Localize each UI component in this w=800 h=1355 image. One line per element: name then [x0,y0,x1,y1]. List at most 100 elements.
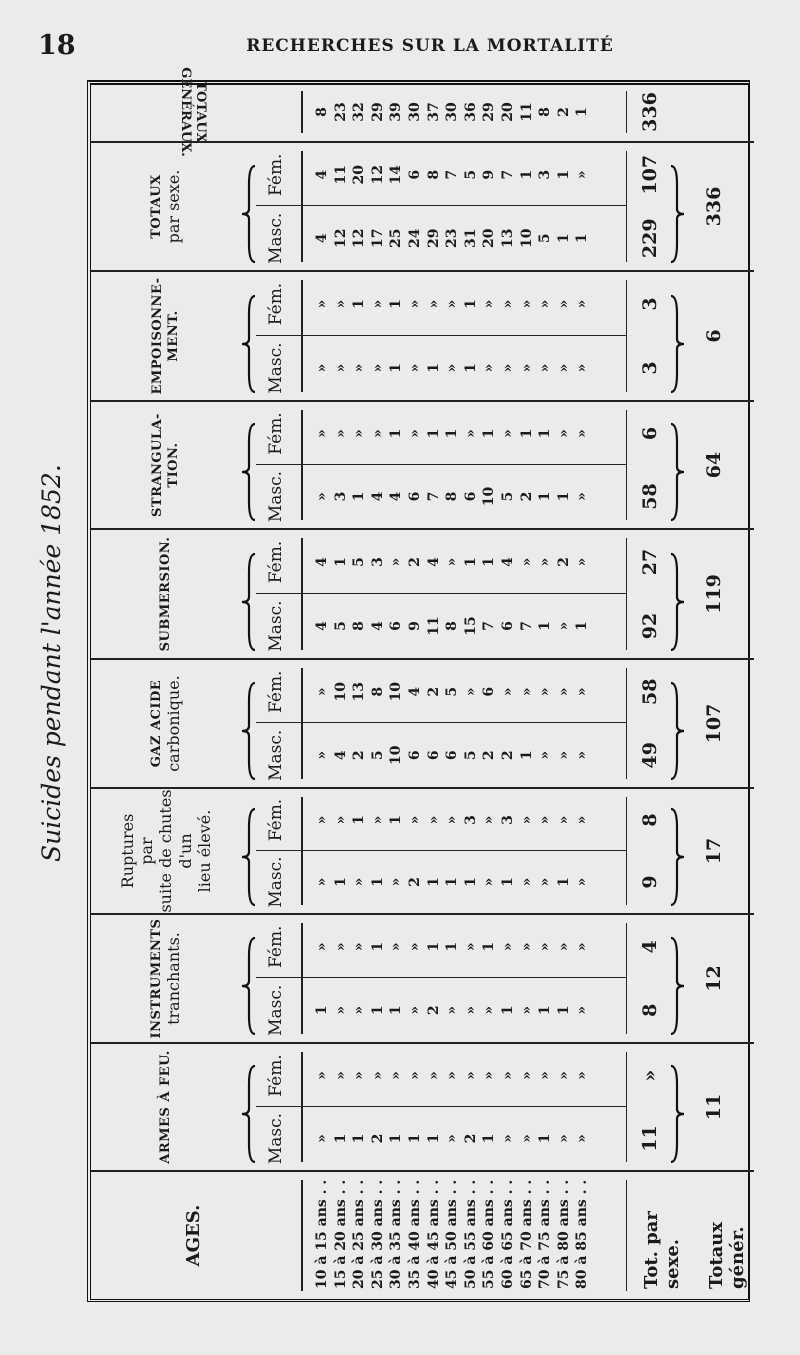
masc-total: 92 [639,612,661,640]
header-rule [301,668,303,779]
fem-cell: 2 [425,686,442,697]
masc-cell: 4 [332,750,349,761]
grand-total-cell: 32 [351,102,368,122]
fem-cell: » [462,942,479,952]
masc-cell: 6 [407,491,423,502]
fem-cell: » [407,1071,423,1080]
grand-total-cell: 8 [537,107,554,117]
fem-cell: 1 [462,557,479,567]
totals-brace-icon [669,294,685,394]
masc-cell: 1 [574,233,591,244]
masc-cell: 1 [425,1133,442,1144]
age-row-label: 60 à 65 ans . . [500,1179,516,1289]
cause-column: SUBMERSION. Masc. Fém. 4 5 8 4 6 9 11 8 15 7 6 7 1» 1 4 1 5… [91,530,754,660]
fem-cell: » [537,815,554,825]
masc-cell: 1 [462,877,479,887]
column-header-line: SUBMERSION. [158,536,174,652]
masc-cell: 31 [462,228,479,248]
fem-cell: » [574,942,591,952]
fem-cell: 4 [314,557,330,567]
masc-cell: 4 [314,233,330,244]
masc-cell: » [314,363,330,373]
masc-subheader: Masc. [266,1112,286,1165]
grand-total-cell: 1 [574,107,591,117]
fem-cell: » [537,1071,554,1080]
fem-cell: 1 [518,428,535,439]
masc-cell: 1 [351,1133,368,1144]
grand-total-cell: 20 [500,102,516,122]
fem-cell: 4 [314,169,330,180]
header-rule [301,151,303,262]
fem-cell: » [332,942,349,952]
fem-cell: 4 [407,686,423,697]
masc-cell: » [314,750,330,760]
totals-brace-icon [669,1064,685,1164]
ages-column: AGES. 10 à 15 ans . . 15 à 20 ans . . 20 à … [91,1172,754,1299]
masc-subheader: Masc. [266,600,286,652]
fem-cell: » [555,942,572,952]
masc-cell: 1 [555,491,572,502]
masc-cell: 4 [388,491,405,502]
age-row-label: 15 à 20 ans . . [332,1179,349,1289]
masc-cell: » [574,492,591,501]
fem-cell: » [388,1071,405,1080]
masc-cell: 5 [500,491,516,502]
masc-cell: » [314,492,330,501]
fem-cell: » [444,815,461,825]
fem-cell: » [555,687,572,697]
masc-cell: 12 [332,228,349,248]
fem-cell: 1 [462,299,479,309]
masc-cell: 1 [500,1005,516,1016]
masc-cell: 1 [555,233,572,244]
masc-cell: » [481,1005,498,1015]
totals-brace-icon [669,164,685,264]
totals-rule [626,1180,627,1291]
fem-cell: 2 [555,557,572,567]
column-grand-total: 12 [703,965,725,992]
fem-cell: » [332,299,349,309]
masc-cell: » [518,1005,535,1015]
cause-column: TOTAUX par sexe. Masc. Fém. 4 12 12 17 25 24 29 23 3… [91,143,754,272]
fem-cell: » [351,429,368,438]
fem-subheader: Fém. [266,798,286,842]
fem-cell: » [314,942,330,952]
column-header: STRANGULA- TION. [91,402,241,528]
column-grand-total: 11 [703,1093,725,1121]
masc-cell: 1 [425,363,442,373]
masc-cell: 2 [481,750,498,761]
age-row-label: 55 à 60 ans . . [481,1179,498,1289]
totals-brace-icon [669,681,685,781]
fem-cell: 11 [332,165,349,185]
masc-cell: 1 [425,877,442,887]
masc-total: 9 [639,875,661,889]
masc-cell: 9 [407,621,423,631]
age-row-label: 80 à 85 ans . . [574,1179,591,1289]
masc-cell: 2 [500,750,516,761]
masc-cell: 1 [537,1133,554,1144]
masc-cell: 1 [555,877,572,887]
grand-total-header: TOTAUX GÉNÉRAUX. [178,67,209,157]
column-header-line: ARMES À FEU. [158,1050,174,1164]
masc-cell: 4 [369,491,386,502]
fem-cell: » [462,1071,479,1080]
masc-cell: 7 [425,491,442,502]
column-header: EMPOISONNE- MENT. [91,272,241,400]
fem-cell: 1 [388,299,405,309]
grand-total-cell: 8 [314,107,330,117]
header-brace-icon [241,681,257,781]
column-header-line: STRANGULA- [150,413,166,517]
column-header-line: TOTAUX [148,174,164,239]
grand-total-cell: 29 [481,102,498,122]
fem-cell: » [500,429,516,438]
column-header-line: INSTRUMENTS [148,918,164,1039]
fem-cell: 1 [444,428,461,439]
fem-cell: » [500,687,516,697]
cause-column: ARMES À FEU. Masc. Fém.» 1 1 2 1 1 1» 2 1»» 1»»»»»»… [91,1044,754,1172]
totals-rule [626,280,627,392]
fem-cell: » [537,557,554,567]
fem-cell: » [369,815,386,825]
fem-cell: 5 [462,169,479,180]
fem-cell: » [518,299,535,309]
masc-cell: 25 [388,228,405,248]
masc-cell: 1 [407,1133,423,1144]
